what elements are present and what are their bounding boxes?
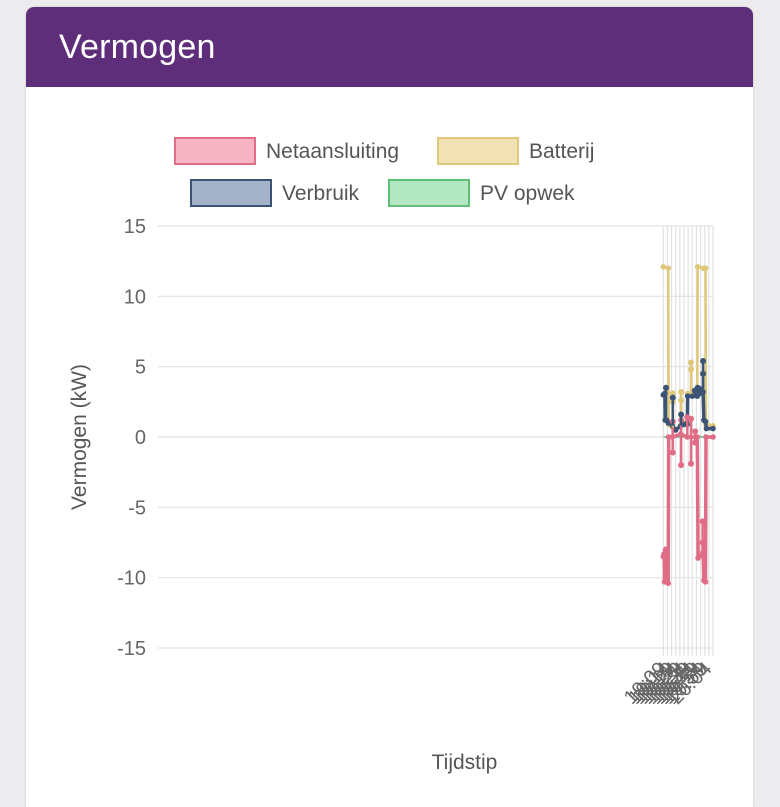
data-point [684,393,691,400]
data-point [660,263,667,270]
vermogen-card: Vermogen 15 10 5 0 -5 -10 -15 19:09 19:14 19:19 19… [26,7,753,807]
legend-label[interactable]: PV opwek [480,182,575,205]
data-point [699,518,706,525]
card-title: Vermogen [59,27,216,66]
data-point [688,460,695,467]
y-axis-title: Vermogen (kW) [68,364,91,510]
data-point [700,370,707,377]
y-tick-label: -5 [128,497,146,519]
power-chart: 151050-5-10-1519:0919:1419:1919:2419:291… [68,137,716,774]
y-tick-label: 15 [124,216,146,238]
y-tick-label: 0 [135,427,146,449]
x-axis-title: Tijdstip [432,751,498,774]
data-point [694,263,701,270]
data-point [678,397,685,404]
data-point [710,425,716,432]
data-point [692,439,699,446]
card-header: Vermogen [26,7,753,87]
data-point [710,434,716,440]
y-tick-label: -15 [117,638,146,660]
data-point [678,388,685,395]
data-point [703,434,709,440]
legend-swatch[interactable] [388,179,470,207]
data-point [688,366,695,373]
data-point [697,386,704,393]
y-tick-label: 10 [124,286,146,308]
data-point [692,428,699,435]
data-point [669,390,676,397]
data-point [663,384,670,391]
data-point [662,567,669,574]
data-point [662,546,669,553]
y-tick-label: -10 [117,568,146,590]
legend-swatch[interactable] [190,179,272,207]
legend-label[interactable]: Verbruik [282,182,360,205]
legend-label[interactable]: Batterij [529,140,594,163]
data-point [672,427,679,433]
legend-swatch[interactable] [437,137,519,165]
data-point [699,539,706,546]
data-point [688,415,695,422]
y-tick-label: 5 [135,357,146,379]
data-point [678,462,685,469]
data-point [665,580,672,587]
data-point [703,425,710,432]
data-point [678,411,685,418]
data-point [688,359,695,366]
data-point [700,358,707,365]
legend-swatch[interactable] [174,137,256,165]
data-point [665,265,672,272]
data-point [669,394,676,401]
data-point [665,420,672,426]
legend-label[interactable]: Netaansluiting [266,140,399,163]
data-point [702,418,709,425]
data-point [702,579,709,585]
data-point [702,265,709,272]
data-point [669,449,676,456]
